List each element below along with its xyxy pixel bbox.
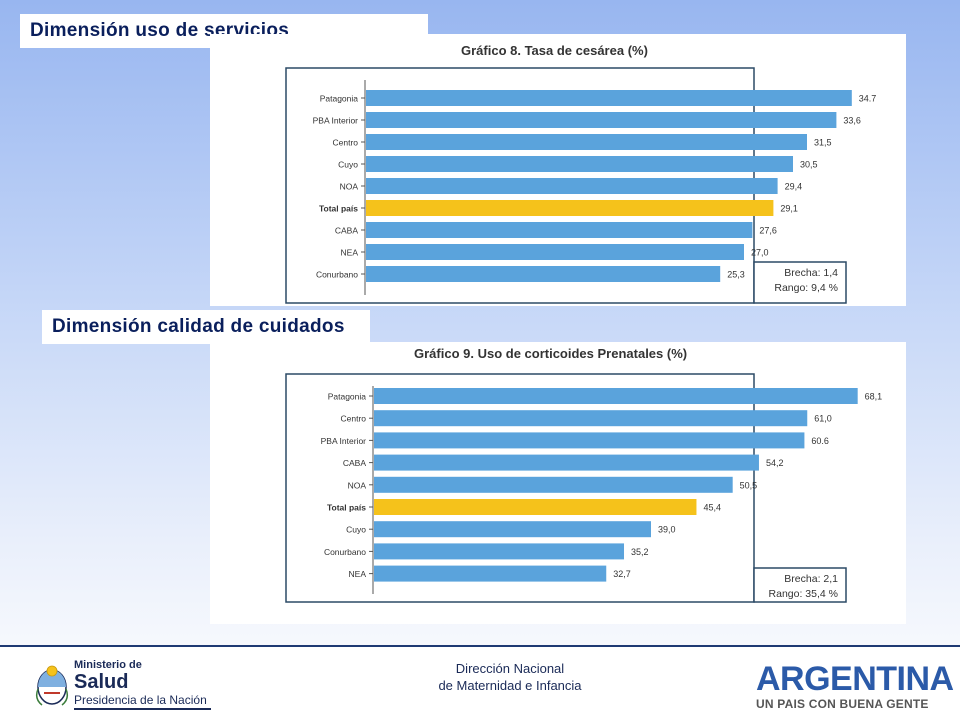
value-label: 50,5: [740, 480, 758, 490]
value-label: 39,0: [658, 525, 676, 535]
bar: [366, 134, 807, 150]
value-label: 54,2: [766, 458, 784, 468]
category-label: NOA: [340, 182, 359, 192]
footer: Ministerio de Salud Presidencia de la Na…: [0, 647, 960, 720]
category-label: Centro: [340, 414, 366, 424]
category-label: NEA: [341, 248, 359, 258]
value-label: 29,1: [780, 204, 798, 214]
value-label: 29,4: [785, 182, 803, 192]
chart-panel-corticoids: Gráfico 9. Uso de corticoides Prenatales…: [210, 342, 906, 624]
category-label: Cuyo: [338, 160, 358, 170]
brecha-label: Brecha: 1,4: [784, 267, 838, 279]
bar: [374, 388, 858, 404]
category-label: Total país: [319, 204, 358, 214]
value-label: 68,1: [865, 392, 883, 402]
chart-panel-cesarean: Gráfico 8. Tasa de cesárea (%) Brecha: 1…: [210, 34, 906, 306]
category-label: Total país: [327, 503, 366, 513]
bar: [366, 90, 852, 106]
category-label: PBA Interior: [313, 116, 359, 126]
value-label: 60.6: [811, 436, 829, 446]
corticoids-use-chart: Brecha: 2,1 Rango: 35,4 % Patagonia 68,1 Cen…: [285, 373, 883, 603]
bar: [374, 432, 805, 449]
bar: [374, 521, 651, 538]
ministry-label: Ministerio de: [74, 659, 142, 671]
category-label: Patagonia: [320, 94, 359, 104]
category-label: CABA: [335, 226, 358, 236]
bar: [366, 244, 744, 260]
category-label: Cuyo: [346, 525, 366, 535]
brand-slogan: UN PAIS CON BUENA GENTE: [756, 697, 929, 711]
bar: [366, 222, 753, 238]
value-label: 32,7: [613, 569, 631, 579]
value-label: 27,6: [759, 226, 777, 236]
directorate-label: Dirección Nacional de Maternidad e Infan…: [380, 660, 640, 694]
value-label: 61,0: [814, 414, 832, 424]
category-label: Patagonia: [328, 392, 367, 402]
brecha-label: Brecha: 2,1: [784, 573, 838, 585]
value-label: 27,0: [751, 248, 769, 258]
presidency-label: Presidencia de la Nación: [74, 692, 211, 710]
ministry-logo: Ministerio de Salud Presidencia de la Na…: [34, 659, 214, 715]
bar: [374, 543, 625, 560]
value-label: 35,2: [631, 547, 649, 557]
bar: [374, 410, 808, 427]
ministry-name: Salud: [74, 671, 129, 693]
rango-label: Rango: 35,4 %: [769, 588, 838, 600]
chart-title: Gráfico 9. Uso de corticoides Prenatales…: [414, 346, 688, 361]
value-label: 33,6: [843, 116, 861, 126]
bar: [366, 112, 837, 128]
bar: [366, 178, 778, 194]
category-label: NEA: [349, 569, 367, 579]
brand-name: ARGENTINA: [756, 660, 954, 698]
bar: [366, 156, 793, 172]
value-label: 31,5: [814, 138, 832, 148]
category-label: Centro: [332, 138, 358, 148]
category-label: PBA Interior: [321, 436, 367, 446]
value-label: 30,5: [800, 160, 818, 170]
bar: [374, 499, 697, 515]
category-label: CABA: [343, 458, 366, 468]
bar: [374, 565, 607, 582]
value-label: 25,3: [727, 270, 745, 280]
argentina-brand-logo: ARGENTINA UN PAIS CON BUENA GENTE: [756, 660, 954, 717]
rango-label: Rango: 9,4 %: [774, 282, 838, 294]
value-label: 34.7: [859, 94, 877, 104]
chart-title: Gráfico 8. Tasa de cesárea (%): [461, 43, 648, 58]
footer-divider: [0, 645, 960, 647]
category-label: NOA: [348, 480, 367, 490]
directorate-line1: Dirección Nacional: [455, 661, 565, 676]
stats-box: [753, 567, 847, 603]
bar: [374, 454, 759, 471]
value-label: 45,4: [703, 503, 721, 513]
bar: [366, 200, 774, 216]
section-title-care: Dimensión calidad de cuidados: [42, 310, 370, 344]
stats-box: [753, 261, 847, 304]
coat-of-arms-icon: [35, 665, 69, 706]
category-label: Conurbano: [316, 270, 358, 280]
chart-frame: [285, 373, 755, 603]
directorate-line2: de Maternidad e Infancia: [438, 678, 582, 693]
bar: [374, 476, 733, 493]
bar: [366, 266, 721, 282]
cesarean-rate-chart: Brecha: 1,4 Rango: 9,4 % Patagonia 34.7 PBA …: [285, 67, 877, 304]
category-label: Conurbano: [324, 547, 366, 557]
